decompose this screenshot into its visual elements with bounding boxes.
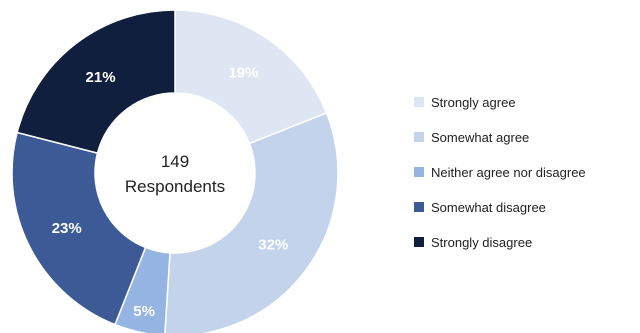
- center-text: Respondents: [125, 177, 225, 196]
- slice-strongly-agree: [174, 9, 328, 145]
- legend-swatch-strongly-disagree: [414, 237, 424, 247]
- slice-strongly-disagree: [16, 9, 176, 155]
- center-label: 149 Respondents: [125, 152, 225, 196]
- legend-swatch-strongly-agree: [414, 97, 424, 107]
- slice-label-neither-agree-nor-disagree: 5%: [133, 303, 155, 320]
- center-value: 149: [161, 152, 189, 171]
- legend: Strongly agree Somewhat agree Neither agre…: [414, 95, 586, 250]
- legend-label-strongly-agree: Strongly agree: [431, 95, 516, 110]
- legend-label-strongly-disagree: Strongly disagree: [431, 235, 532, 250]
- legend-label-neither-agree-nor-disagree: Neither agree nor disagree: [431, 165, 586, 180]
- slice-label-strongly-agree: 19%: [228, 65, 258, 82]
- slice-label-somewhat-disagree: 23%: [52, 220, 82, 237]
- slice-label-somewhat-agree: 32%: [258, 236, 288, 253]
- legend-swatch-neither-agree-nor-disagree: [414, 167, 424, 177]
- legend-label-somewhat-disagree: Somewhat disagree: [431, 200, 546, 215]
- legend-swatch-somewhat-disagree: [414, 202, 424, 212]
- slice-label-strongly-disagree: 21%: [86, 69, 116, 86]
- slices-layer: [11, 9, 339, 333]
- legend-label-somewhat-agree: Somewhat agree: [431, 130, 529, 145]
- legend-swatch-somewhat-agree: [414, 132, 424, 142]
- slice-somewhat-agree: [164, 112, 339, 333]
- slice-labels-layer: 19% 32% 5% 23% 21%: [52, 65, 289, 321]
- slice-somewhat-disagree: [11, 131, 147, 326]
